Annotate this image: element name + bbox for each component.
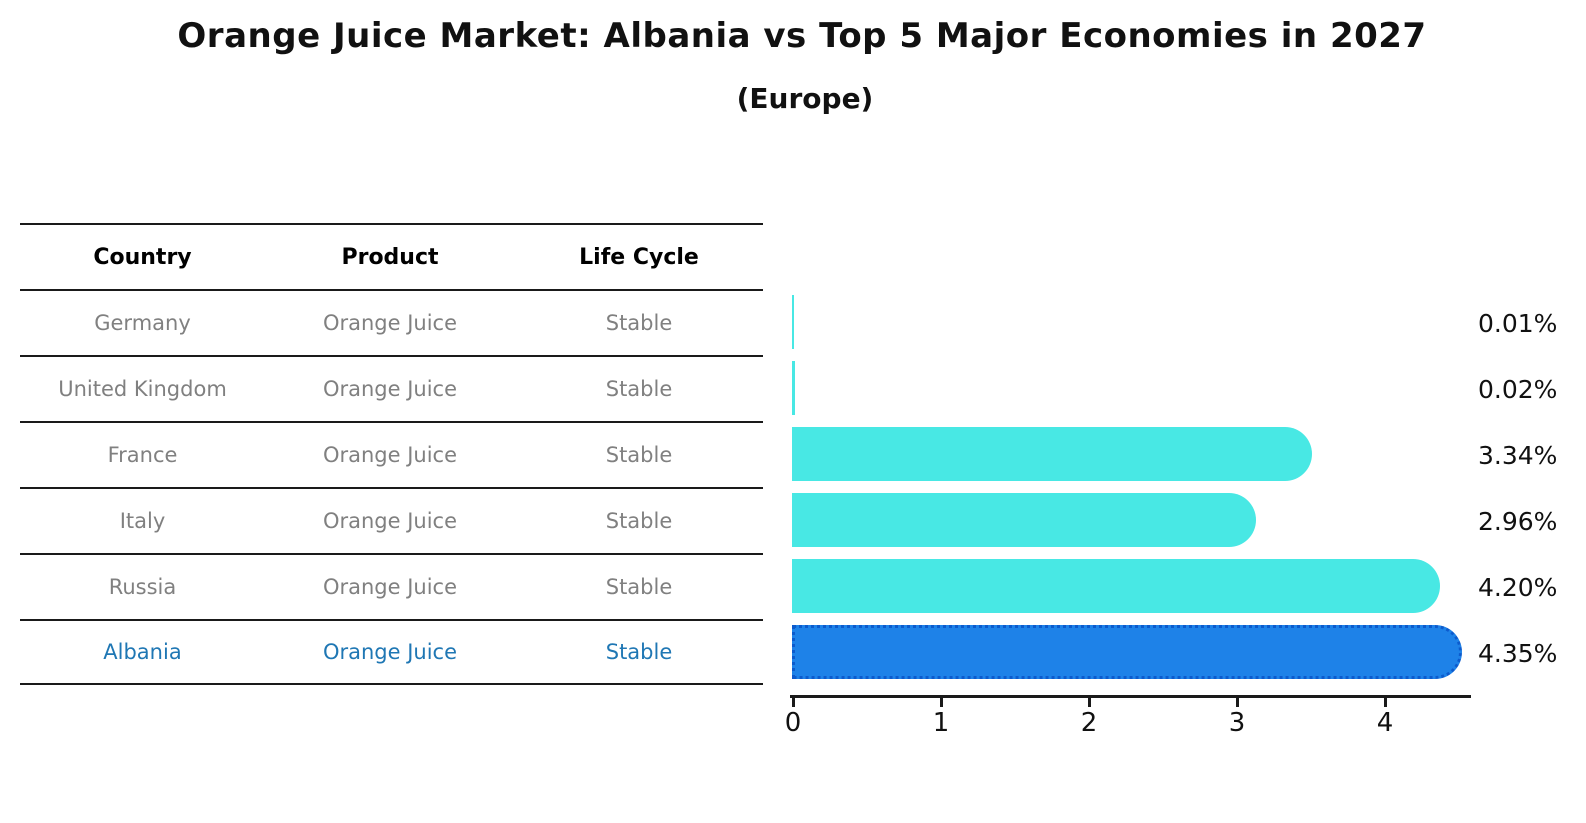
table-cell-life-cycle: Stable (605, 377, 673, 401)
bar-value-label: 3.34% (1478, 441, 1558, 470)
x-tick-label: 4 (1376, 708, 1394, 738)
col-header-country: Country (93, 244, 192, 270)
table-cell-country: Italy (119, 509, 166, 533)
bar-united-kingdom (792, 361, 795, 415)
col-header-life-cycle: Life Cycle (579, 244, 699, 270)
bar-value-label: 4.35% (1478, 639, 1558, 668)
table-cell-life-cycle: Stable (605, 443, 673, 467)
x-tick-mark (1236, 698, 1239, 707)
table-row: Albania Orange Juice Stable (20, 619, 763, 685)
table-cell-product: Orange Juice (322, 640, 458, 664)
table-row: United Kingdom Orange Juice Stable (20, 355, 763, 421)
bar-value-label: 0.01% (1478, 309, 1558, 338)
table-cell-life-cycle: Stable (605, 640, 673, 664)
chart-subtitle: (Europe) (736, 82, 874, 115)
table-cell-country: France (107, 443, 178, 467)
bar-italy (792, 493, 1256, 547)
table-cell-life-cycle: Stable (605, 509, 673, 533)
table-header-row: Country Product Life Cycle (20, 223, 763, 289)
table-row: Germany Orange Juice Stable (20, 289, 763, 355)
comparison-table: Country Product Life Cycle Germany Orange… (20, 223, 763, 685)
table-row: Italy Orange Juice Stable (20, 487, 763, 553)
table-cell-product: Orange Juice (322, 509, 458, 533)
bar-germany (792, 295, 794, 349)
table-cell-product: Orange Juice (322, 311, 458, 335)
x-tick-label: 3 (1228, 708, 1246, 738)
x-tick-label: 2 (1080, 708, 1098, 738)
bar-albania (792, 625, 1462, 679)
table-cell-product: Orange Juice (322, 575, 458, 599)
table-row: France Orange Juice Stable (20, 421, 763, 487)
bar-value-label: 2.96% (1478, 507, 1558, 536)
x-tick-label: 1 (932, 708, 950, 738)
x-axis-line (790, 695, 1471, 698)
bar-value-label: 0.02% (1478, 375, 1558, 404)
bar-france (792, 427, 1312, 481)
table-cell-country: United Kingdom (58, 377, 227, 401)
x-tick-label: 0 (784, 708, 802, 738)
table-cell-product: Orange Juice (322, 443, 458, 467)
table-cell-product: Orange Juice (322, 377, 458, 401)
bar-value-label: 4.20% (1478, 573, 1558, 602)
table-row: Russia Orange Juice Stable (20, 553, 763, 619)
table-cell-life-cycle: Stable (605, 311, 673, 335)
table-cell-life-cycle: Stable (605, 575, 673, 599)
x-tick-mark (940, 698, 943, 707)
col-header-product: Product (341, 244, 439, 270)
chart-title: Orange Juice Market: Albania vs Top 5 Ma… (177, 16, 1427, 56)
x-tick-mark (1088, 698, 1091, 707)
bar-russia (792, 559, 1440, 613)
table-cell-country: Germany (94, 311, 191, 335)
x-tick-mark (1384, 698, 1387, 707)
table-cell-country: Albania (103, 640, 182, 664)
table-cell-country: Russia (108, 575, 177, 599)
x-tick-mark (792, 698, 795, 707)
